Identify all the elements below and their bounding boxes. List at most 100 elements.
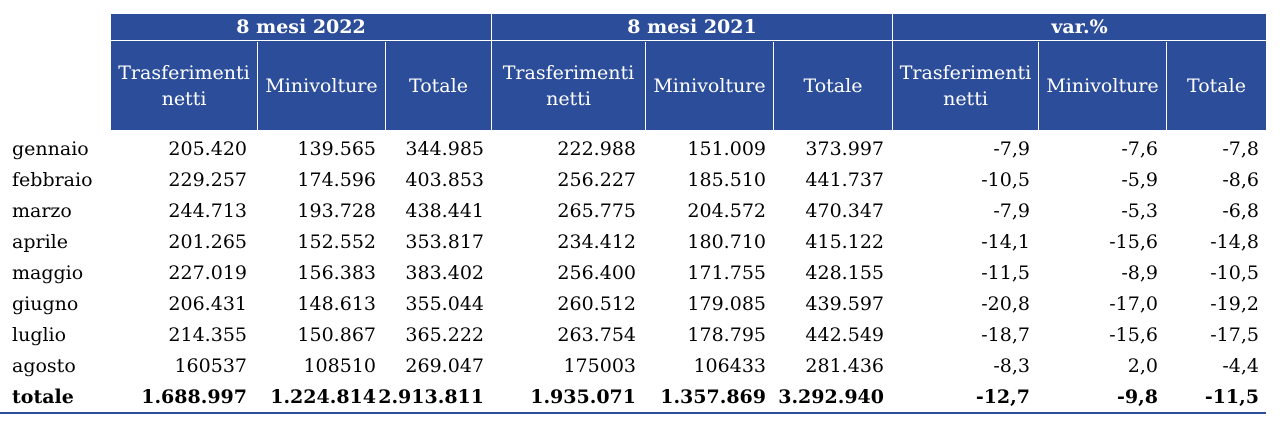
- value-cell-2021-trasferimenti: 263.754: [557, 324, 636, 346]
- value-cell-2022-totale: 438.441: [405, 200, 484, 222]
- value-cell-2022-minivolture: 139.565: [297, 138, 376, 160]
- column-divider: [773, 42, 774, 130]
- value-cell-var-minivolture: -5,3: [1121, 200, 1158, 222]
- value-cell-2022-totale: 403.853: [405, 169, 484, 191]
- value-cell-2021-trasferimenti: 265.775: [557, 200, 636, 222]
- table-row: maggio 227.019 156.383 383.402 256.400 171.75…: [0, 258, 1280, 289]
- value-cell-2021-totale: 428.155: [805, 262, 884, 284]
- value-cell-2022-minivolture: 150.867: [297, 324, 376, 346]
- month-cell: maggio: [12, 262, 84, 284]
- value-cell-2021-trasferimenti: 234.412: [557, 231, 636, 253]
- value-cell-2021-trasferimenti: 256.400: [557, 262, 636, 284]
- value-cell-2021-minivolture: 204.572: [687, 200, 766, 222]
- col-header-2022-minivolture: Minivolture: [265, 75, 378, 97]
- value-cell-2022-minivolture: 174.596: [297, 169, 376, 191]
- col-header-2022-trasferimenti: Trasferimenti netti: [118, 62, 250, 110]
- value-cell-2021-trasferimenti: 256.227: [557, 169, 636, 191]
- value-cell-2022-totale: 353.817: [405, 231, 484, 253]
- value-cell-var-trasferimenti: -7,9: [993, 200, 1030, 222]
- value-cell-2022-minivolture: 1.224.814: [270, 386, 376, 408]
- value-cell-2022-trasferimenti: 214.355: [168, 324, 247, 346]
- table-row: febbraio 229.257 174.596 403.853 256.227 185.…: [0, 165, 1280, 196]
- value-cell-var-trasferimenti: -12,7: [975, 386, 1030, 408]
- table-total-row: totale 1.688.997 1.224.814 2.913.811 1.935.0…: [0, 382, 1280, 413]
- table-row: luglio 214.355 150.867 365.222 263.754 178.79…: [0, 320, 1280, 351]
- value-cell-var-minivolture: -5,9: [1121, 169, 1158, 191]
- group-header-2021: 8 mesi 2021: [627, 16, 757, 38]
- value-cell-var-trasferimenti: -11,5: [981, 262, 1030, 284]
- value-cell-2021-totale: 281.436: [805, 355, 884, 377]
- value-cell-2022-trasferimenti: 160537: [174, 355, 247, 377]
- value-cell-2021-totale: 439.597: [805, 293, 884, 315]
- value-cell-var-trasferimenti: -7,9: [993, 138, 1030, 160]
- col-header-2021-totale: Totale: [803, 75, 863, 97]
- value-cell-2021-minivolture: 180.710: [687, 231, 766, 253]
- table-row: giugno 206.431 148.613 355.044 260.512 179.08…: [0, 289, 1280, 320]
- value-cell-2022-trasferimenti: 205.420: [168, 138, 247, 160]
- col-header-var-totale: Totale: [1187, 75, 1246, 97]
- value-cell-var-totale: -19,2: [1210, 293, 1259, 315]
- value-cell-2022-totale: 344.985: [405, 138, 484, 160]
- value-cell-var-trasferimenti: -20,8: [981, 293, 1030, 315]
- column-divider: [491, 14, 492, 130]
- value-cell-var-minivolture: -15,6: [1109, 231, 1158, 253]
- value-cell-var-totale: -11,5: [1204, 386, 1259, 408]
- group-header-var: var.%: [1051, 16, 1108, 38]
- value-cell-2022-totale: 2.913.811: [378, 386, 484, 408]
- month-cell: aprile: [12, 231, 68, 253]
- group-header-2022: 8 mesi 2022: [236, 16, 366, 38]
- value-cell-2021-trasferimenti: 175003: [563, 355, 636, 377]
- month-cell: agosto: [12, 355, 76, 377]
- column-divider: [257, 42, 258, 130]
- value-cell-2022-trasferimenti: 1.688.997: [141, 386, 247, 408]
- col-header-var-minivolture: Minivolture: [1046, 75, 1159, 97]
- month-cell: totale: [12, 386, 74, 408]
- value-cell-2021-trasferimenti: 260.512: [557, 293, 636, 315]
- column-divider: [892, 14, 893, 130]
- value-cell-2021-totale: 3.292.940: [778, 386, 884, 408]
- value-cell-var-minivolture: -7,6: [1121, 138, 1158, 160]
- column-divider: [645, 42, 646, 130]
- value-cell-2021-minivolture: 1.357.869: [660, 386, 766, 408]
- value-cell-2021-minivolture: 179.085: [687, 293, 766, 315]
- value-cell-2022-totale: 383.402: [405, 262, 484, 284]
- value-cell-2022-trasferimenti: 227.019: [168, 262, 247, 284]
- value-cell-var-totale: -6,8: [1222, 200, 1259, 222]
- month-cell: gennaio: [12, 138, 89, 160]
- value-cell-2022-totale: 355.044: [405, 293, 484, 315]
- value-cell-2021-totale: 442.549: [805, 324, 884, 346]
- value-cell-2022-trasferimenti: 201.265: [168, 231, 247, 253]
- value-cell-var-totale: -10,5: [1210, 262, 1259, 284]
- value-cell-var-totale: -7,8: [1222, 138, 1259, 160]
- table-row: marzo 244.713 193.728 438.441 265.775 204.572…: [0, 196, 1280, 227]
- value-cell-2022-minivolture: 156.383: [297, 262, 376, 284]
- value-cell-2022-minivolture: 193.728: [297, 200, 376, 222]
- value-cell-2021-totale: 373.997: [805, 138, 884, 160]
- value-cell-2021-minivolture: 151.009: [687, 138, 766, 160]
- col-header-2021-trasferimenti: Trasferimenti netti: [502, 62, 635, 110]
- value-cell-var-minivolture: -15,6: [1109, 324, 1158, 346]
- table-row: gennaio 205.420 139.565 344.985 222.988 151.0…: [0, 134, 1280, 165]
- value-cell-var-trasferimenti: -18,7: [981, 324, 1030, 346]
- value-cell-2022-trasferimenti: 206.431: [168, 293, 247, 315]
- bottom-rule: [0, 412, 1266, 414]
- value-cell-2021-totale: 470.347: [805, 200, 884, 222]
- value-cell-2021-trasferimenti: 1.935.071: [530, 386, 636, 408]
- table-row: agosto 160537 108510 269.047 175003 106433 281…: [0, 351, 1280, 382]
- value-cell-var-totale: -14,8: [1210, 231, 1259, 253]
- month-cell: marzo: [12, 200, 72, 222]
- column-divider: [1166, 42, 1167, 130]
- month-cell: febbraio: [12, 169, 93, 191]
- table-header: [111, 14, 1266, 130]
- value-cell-var-minivolture: -8,9: [1121, 262, 1158, 284]
- value-cell-2021-totale: 441.737: [805, 169, 884, 191]
- value-cell-2021-minivolture: 185.510: [687, 169, 766, 191]
- value-cell-2022-totale: 365.222: [405, 324, 484, 346]
- value-cell-2021-minivolture: 106433: [693, 355, 766, 377]
- group-underline: [111, 40, 1266, 41]
- value-cell-var-totale: -17,5: [1210, 324, 1259, 346]
- value-cell-2021-totale: 415.122: [805, 231, 884, 253]
- value-cell-2022-minivolture: 152.552: [297, 231, 376, 253]
- value-cell-var-minivolture: -9,8: [1117, 386, 1158, 408]
